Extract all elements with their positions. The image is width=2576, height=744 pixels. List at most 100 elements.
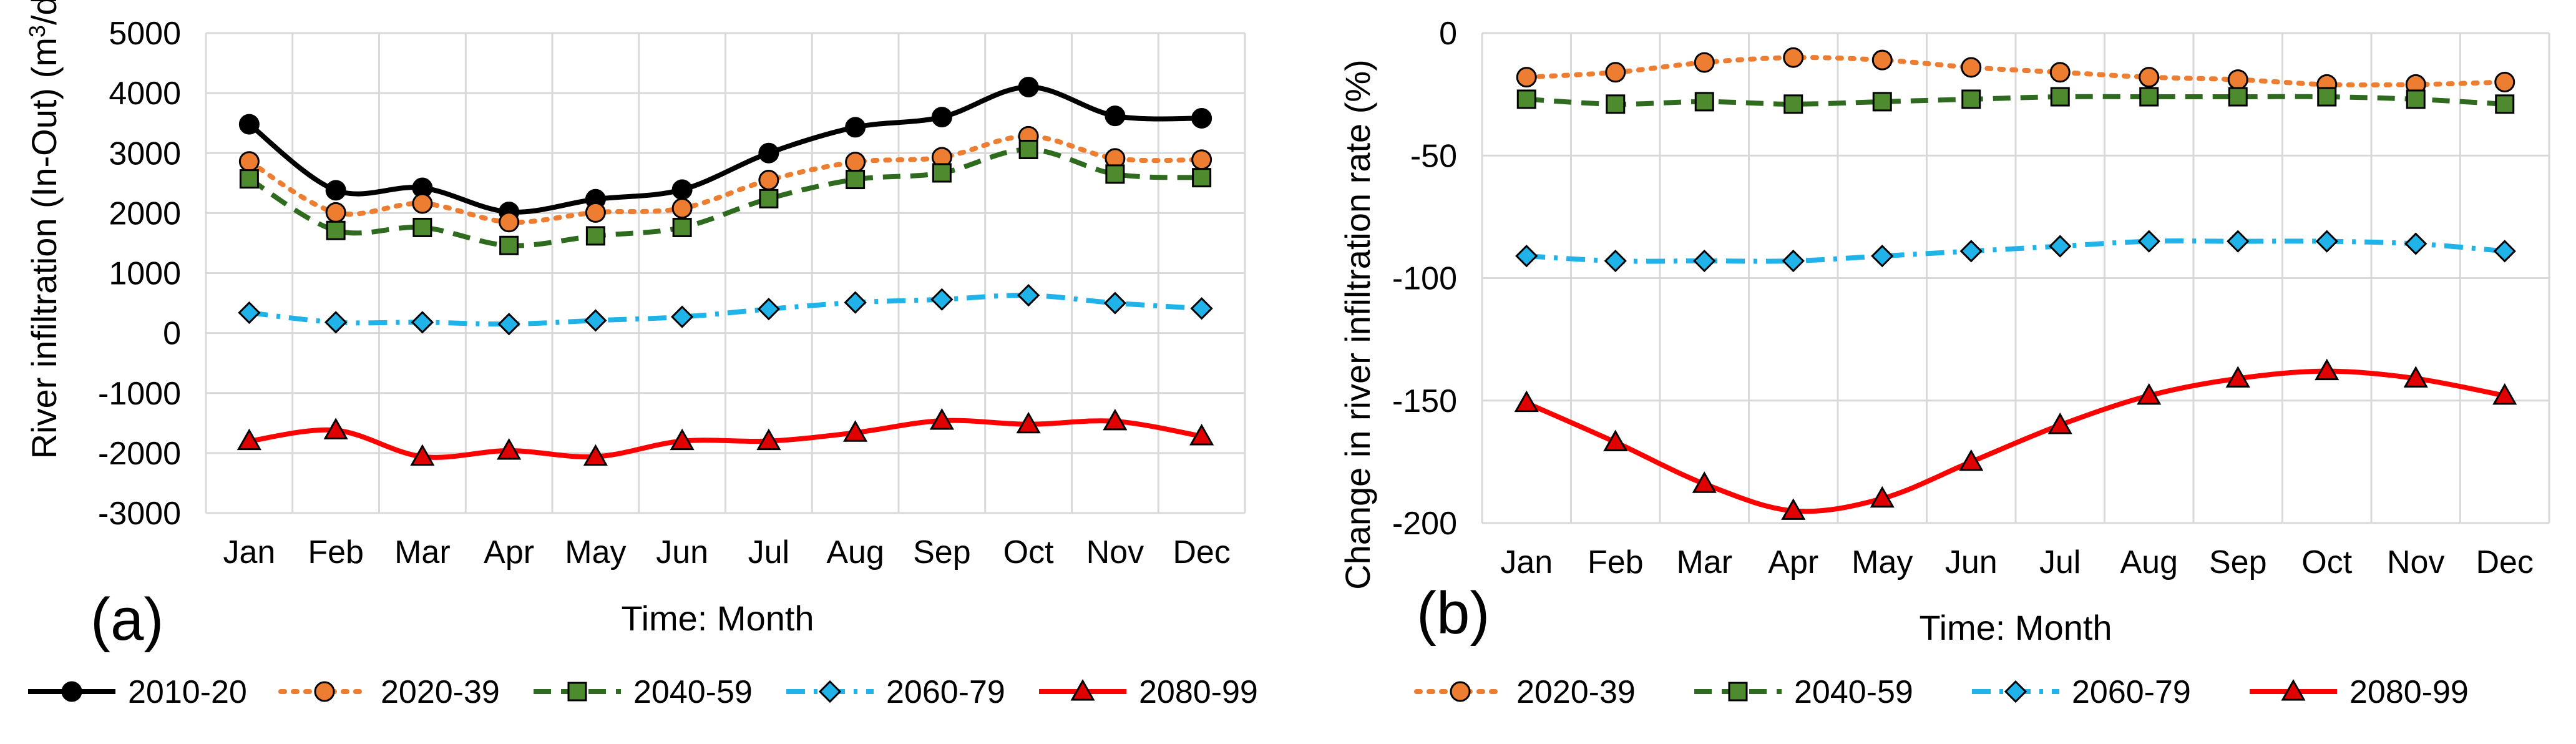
panel-a-point-2080-99 [1103,408,1128,431]
panel-b-xtick-label: Jan [1500,544,1553,580]
legend-a: 2010-20 2020-39 2040-59 2060-79 2080-99 [28,674,1258,710]
panel-b-point-2040-59 [1783,94,1803,114]
panel-b-series-2020-39 [1516,47,2515,95]
panel-a-ytick-label: -1000 [98,376,181,412]
panel-b-point-2060-79 [2049,235,2072,258]
legend-a-entry-2010-20: 2010-20 [28,674,247,710]
panel-a-point-2040-59 [932,163,952,183]
panel-a-point-2020-39 [671,198,693,219]
panel-a-xtick-label: Feb [308,534,364,570]
panel-a-chart: River infiltration (In-Out) (m3/d) Time:… [24,0,1246,653]
panel-b-ytick-label: -200 [1392,506,1457,542]
panel-a-point-2040-59 [326,220,346,240]
panel-a-ytick-label: 5000 [109,16,181,52]
panel-a-point-2080-99 [583,444,608,466]
panel-b-xtick-label: Jul [2039,544,2081,580]
panel-b-point-2080-99 [1603,429,1628,451]
panel-a-ylabel: River infiltration (In-Out) (m3/d) [24,0,64,459]
panel-b-point-2060-79 [2493,240,2516,263]
panel-b-point-2040-59 [1961,89,1981,109]
legend-a-label: 2040-59 [633,674,753,710]
panel-b-xtick-label: Feb [1588,544,1644,580]
panel-a-point-2020-39 [412,193,433,214]
panel-a-letter: (a) [90,586,163,653]
panel-a-point-2080-99 [237,428,261,451]
legend-a-label: 2020-39 [381,674,500,710]
panel-a-ylabel-sup: 3 [24,25,50,37]
panel-a-point-2060-79 [497,313,520,336]
panel-b-ytick-label: -100 [1392,261,1457,297]
panel-b-point-2080-99 [1514,390,1539,413]
panel-a-point-2010-20 [931,107,952,128]
panel-b-xtick-label: Mar [1676,544,1732,580]
panel-b-series-2060-79 [1515,230,2516,273]
panel-b-point-2020-39 [2049,62,2071,83]
panel-b-point-2020-39 [1871,49,1893,71]
panel-a-point-2040-59 [1192,168,1212,188]
panel-b-point-2040-59 [2406,89,2426,109]
panel-a-point-2080-99 [670,428,695,451]
legend-a-entry-2040-59: 2040-59 [534,674,753,710]
legend-b-label: 2060-79 [2072,674,2191,710]
panel-b-xtick-label: Sep [2209,544,2267,580]
panel-b-point-2060-79 [2404,232,2427,255]
panel-a-point-2010-20 [1105,105,1126,127]
legend-a-swatch-marker [1070,678,1095,701]
legend-b-entry-2080-99: 2080-99 [2250,674,2469,710]
panel-a-xlabel: Time: Month [621,599,814,638]
panel-a-point-2060-79 [411,311,434,334]
panel-a-xtick-label: Nov [1086,534,1144,570]
panel-a-line-2080-99 [248,418,1203,460]
panel-a-ytick-label: 1000 [109,256,181,292]
panel-a-point-2020-39 [499,212,520,233]
panel-a-xtick-label: Oct [1003,534,1054,570]
panel-a-series-2080-99 [237,408,1214,466]
panel-b-letter: (b) [1417,580,1490,647]
panel-b-xtick-label: May [1852,544,1913,580]
panel-a-point-2060-79 [584,309,607,332]
panel-b-point-2020-39 [2139,67,2160,88]
panel-a-point-2080-99 [323,418,348,439]
legend-b: 2020-39 2040-59 2060-79 2080-99 [1414,674,2469,710]
panel-b-point-2040-59 [1606,94,1626,114]
panel-b-point-2080-99 [2137,383,2162,405]
panel-b-point-2020-39 [1694,52,1715,73]
legend-b-entry-2060-79: 2060-79 [1972,674,2191,710]
panel-a-point-2040-59 [585,226,605,246]
panel-a-point-2060-79 [930,288,954,311]
panel-b-point-2020-39 [2227,69,2248,91]
panel-b-point-2040-59 [2050,87,2070,107]
panel-a-point-2080-99 [1189,423,1214,446]
panel-b-point-2060-79 [2137,230,2160,253]
panel-a-point-2060-79 [324,311,348,334]
legend-a-label: 2060-79 [886,674,1005,710]
legend-b-swatch-marker [2281,678,2306,701]
panel-a-xtick-label: Jun [656,534,708,570]
panel-b-xtick-label: Jun [1945,544,1998,580]
panel-a-point-2060-79 [1190,297,1213,320]
panel-b-gridlines [1481,32,2550,524]
panel-b-point-2060-79 [1693,249,1716,273]
legend-b-swatch-marker [1450,681,1471,702]
panel-b-point-2020-39 [1605,62,1626,83]
panel-a-ylabel-suffix: /d) [24,0,64,25]
panel-a-point-2020-39 [585,202,606,223]
panel-b-ytick-label: 0 [1439,16,1457,52]
panel-a-ytick-label: 3000 [109,135,181,172]
panel-a-ytick-label: 0 [163,316,181,352]
panel-b-line-2040-59 [1526,94,2505,107]
panel-a-point-2010-20 [1191,107,1212,129]
panel-a-point-2010-20 [238,114,260,135]
panel-a-point-2060-79 [844,291,867,314]
panel-a-ytick-label: -2000 [98,436,181,472]
legend-b-entry-2040-59: 2040-59 [1694,674,1913,710]
panel-a-ylabel-main: River infiltration (In-Out) (m [24,37,64,459]
legend-a-entry-2080-99: 2080-99 [1039,674,1258,710]
panel-b-point-2080-99 [2315,358,2339,381]
legend-b-label: 2020-39 [1516,674,1636,710]
panel-a-point-2010-20 [671,179,693,200]
panel-a-xtick-label: Dec [1173,534,1230,570]
panel-a-point-2020-39 [1191,149,1212,170]
panel-b-xlabel: Time: Month [1919,608,2112,647]
